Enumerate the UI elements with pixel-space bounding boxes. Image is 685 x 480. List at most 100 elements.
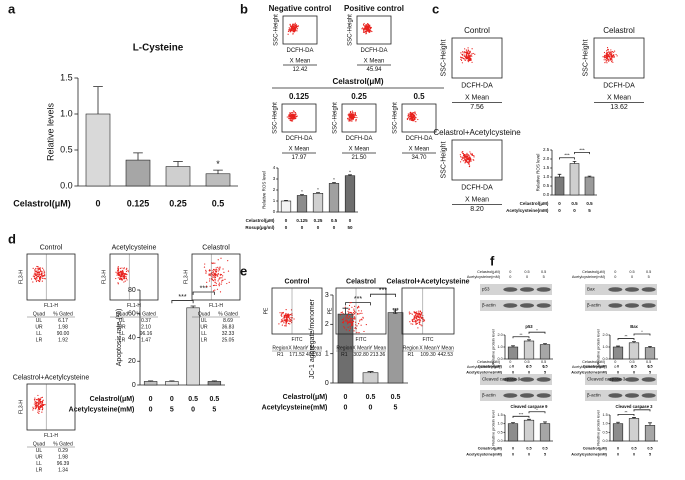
event-dot <box>611 53 613 55</box>
event-dot <box>217 259 219 261</box>
event-dot <box>473 155 475 157</box>
error-bar <box>616 421 620 424</box>
y-tick-label: 0 <box>325 380 329 387</box>
event-dot <box>36 268 38 270</box>
event-dot <box>367 28 369 30</box>
y-axis-label: PE <box>327 307 333 314</box>
category-label: 0 <box>344 394 348 401</box>
event-dot <box>119 276 121 278</box>
lane-label: 0.5 <box>541 270 546 274</box>
event-dot <box>212 276 214 279</box>
table-cell: 6.17 <box>58 318 68 324</box>
bar <box>644 347 656 360</box>
event-dot <box>469 157 471 159</box>
event-dot <box>35 270 37 272</box>
significance: ** <box>625 335 628 339</box>
chart-title: p53 <box>525 324 533 329</box>
event-dot <box>347 312 350 314</box>
y-axis-label: Relative protein level <box>492 410 496 445</box>
event-dot <box>38 410 40 412</box>
table-header: % Gated <box>136 311 156 317</box>
event-dot <box>415 117 417 119</box>
error-bar <box>648 346 652 348</box>
error-bar <box>148 380 154 382</box>
category-label: 0 <box>512 452 514 456</box>
significance: *** <box>564 153 570 158</box>
event-dot <box>365 30 367 32</box>
event-dot <box>34 270 36 272</box>
table-cell: UL <box>36 318 43 324</box>
event-dot <box>468 159 470 162</box>
event-dot <box>409 115 411 117</box>
bar <box>554 176 565 196</box>
mean-label: X Mean <box>607 94 631 101</box>
table-cell: 302.80 <box>353 352 369 358</box>
event-dot <box>281 324 283 326</box>
event-dot <box>126 279 128 281</box>
category-label: 0.5 <box>542 365 547 369</box>
y-tick-label: 4 <box>273 165 276 170</box>
event-dot <box>292 112 294 114</box>
bracket <box>192 291 215 295</box>
event-dot <box>415 315 417 317</box>
row-label: Celastrol(μM) <box>477 360 501 364</box>
y-axis-label: SSC-Height <box>440 141 447 178</box>
event-dot <box>362 23 365 26</box>
event-dot <box>353 308 355 310</box>
event-dot <box>42 407 44 409</box>
event-dot <box>294 25 297 27</box>
event-dot <box>606 59 608 61</box>
event-dot <box>33 399 36 401</box>
x-axis-label: FITC <box>422 337 433 343</box>
event-dot <box>120 270 122 272</box>
event-dot <box>409 321 411 323</box>
event-dot <box>43 272 46 274</box>
event-dot <box>294 112 297 114</box>
event-dot <box>467 54 470 56</box>
event-dot <box>408 114 410 116</box>
event-dot <box>34 400 36 403</box>
event-dot <box>37 411 39 413</box>
event-dot <box>218 282 220 284</box>
event-dot <box>214 281 216 283</box>
event-dot <box>40 402 42 404</box>
category-label: 0 <box>512 447 514 451</box>
event-dot <box>296 24 298 26</box>
row-label: Celastrol(μM) <box>582 360 606 364</box>
event-dot <box>34 397 36 399</box>
error-bar <box>93 86 103 114</box>
event-dot <box>606 62 608 64</box>
category-label: 0 <box>512 370 514 374</box>
table-header: % Gated <box>53 441 73 447</box>
event-dot <box>415 316 418 318</box>
table-cell: LR <box>36 467 43 473</box>
event-dot <box>32 407 34 410</box>
event-dot <box>38 273 40 276</box>
event-dot <box>44 278 46 280</box>
table-cell: 171.52 <box>289 352 305 358</box>
event-dot <box>41 271 43 273</box>
blot-band <box>520 287 534 292</box>
event-dot <box>418 323 421 325</box>
error-bar <box>543 343 547 345</box>
bar <box>628 342 640 360</box>
event-dot <box>294 22 296 24</box>
blot-band <box>608 287 623 292</box>
category-label: 0.5 <box>631 447 636 451</box>
event-dot <box>208 274 210 276</box>
event-dot <box>368 31 370 33</box>
event-dot <box>468 51 470 53</box>
event-dot <box>420 324 422 326</box>
event-dot <box>33 275 36 277</box>
x-axis-label: FL1-H <box>127 303 141 309</box>
event-dot <box>42 404 44 406</box>
bar <box>569 163 580 196</box>
event-dot <box>614 50 616 52</box>
event-dot <box>365 24 367 26</box>
table-header: Quad <box>116 311 128 317</box>
event-dot <box>212 262 215 264</box>
y-tick-label: 1 <box>273 198 276 203</box>
event-dot <box>605 56 608 58</box>
event-dot <box>412 323 414 325</box>
event-dot <box>222 275 224 277</box>
